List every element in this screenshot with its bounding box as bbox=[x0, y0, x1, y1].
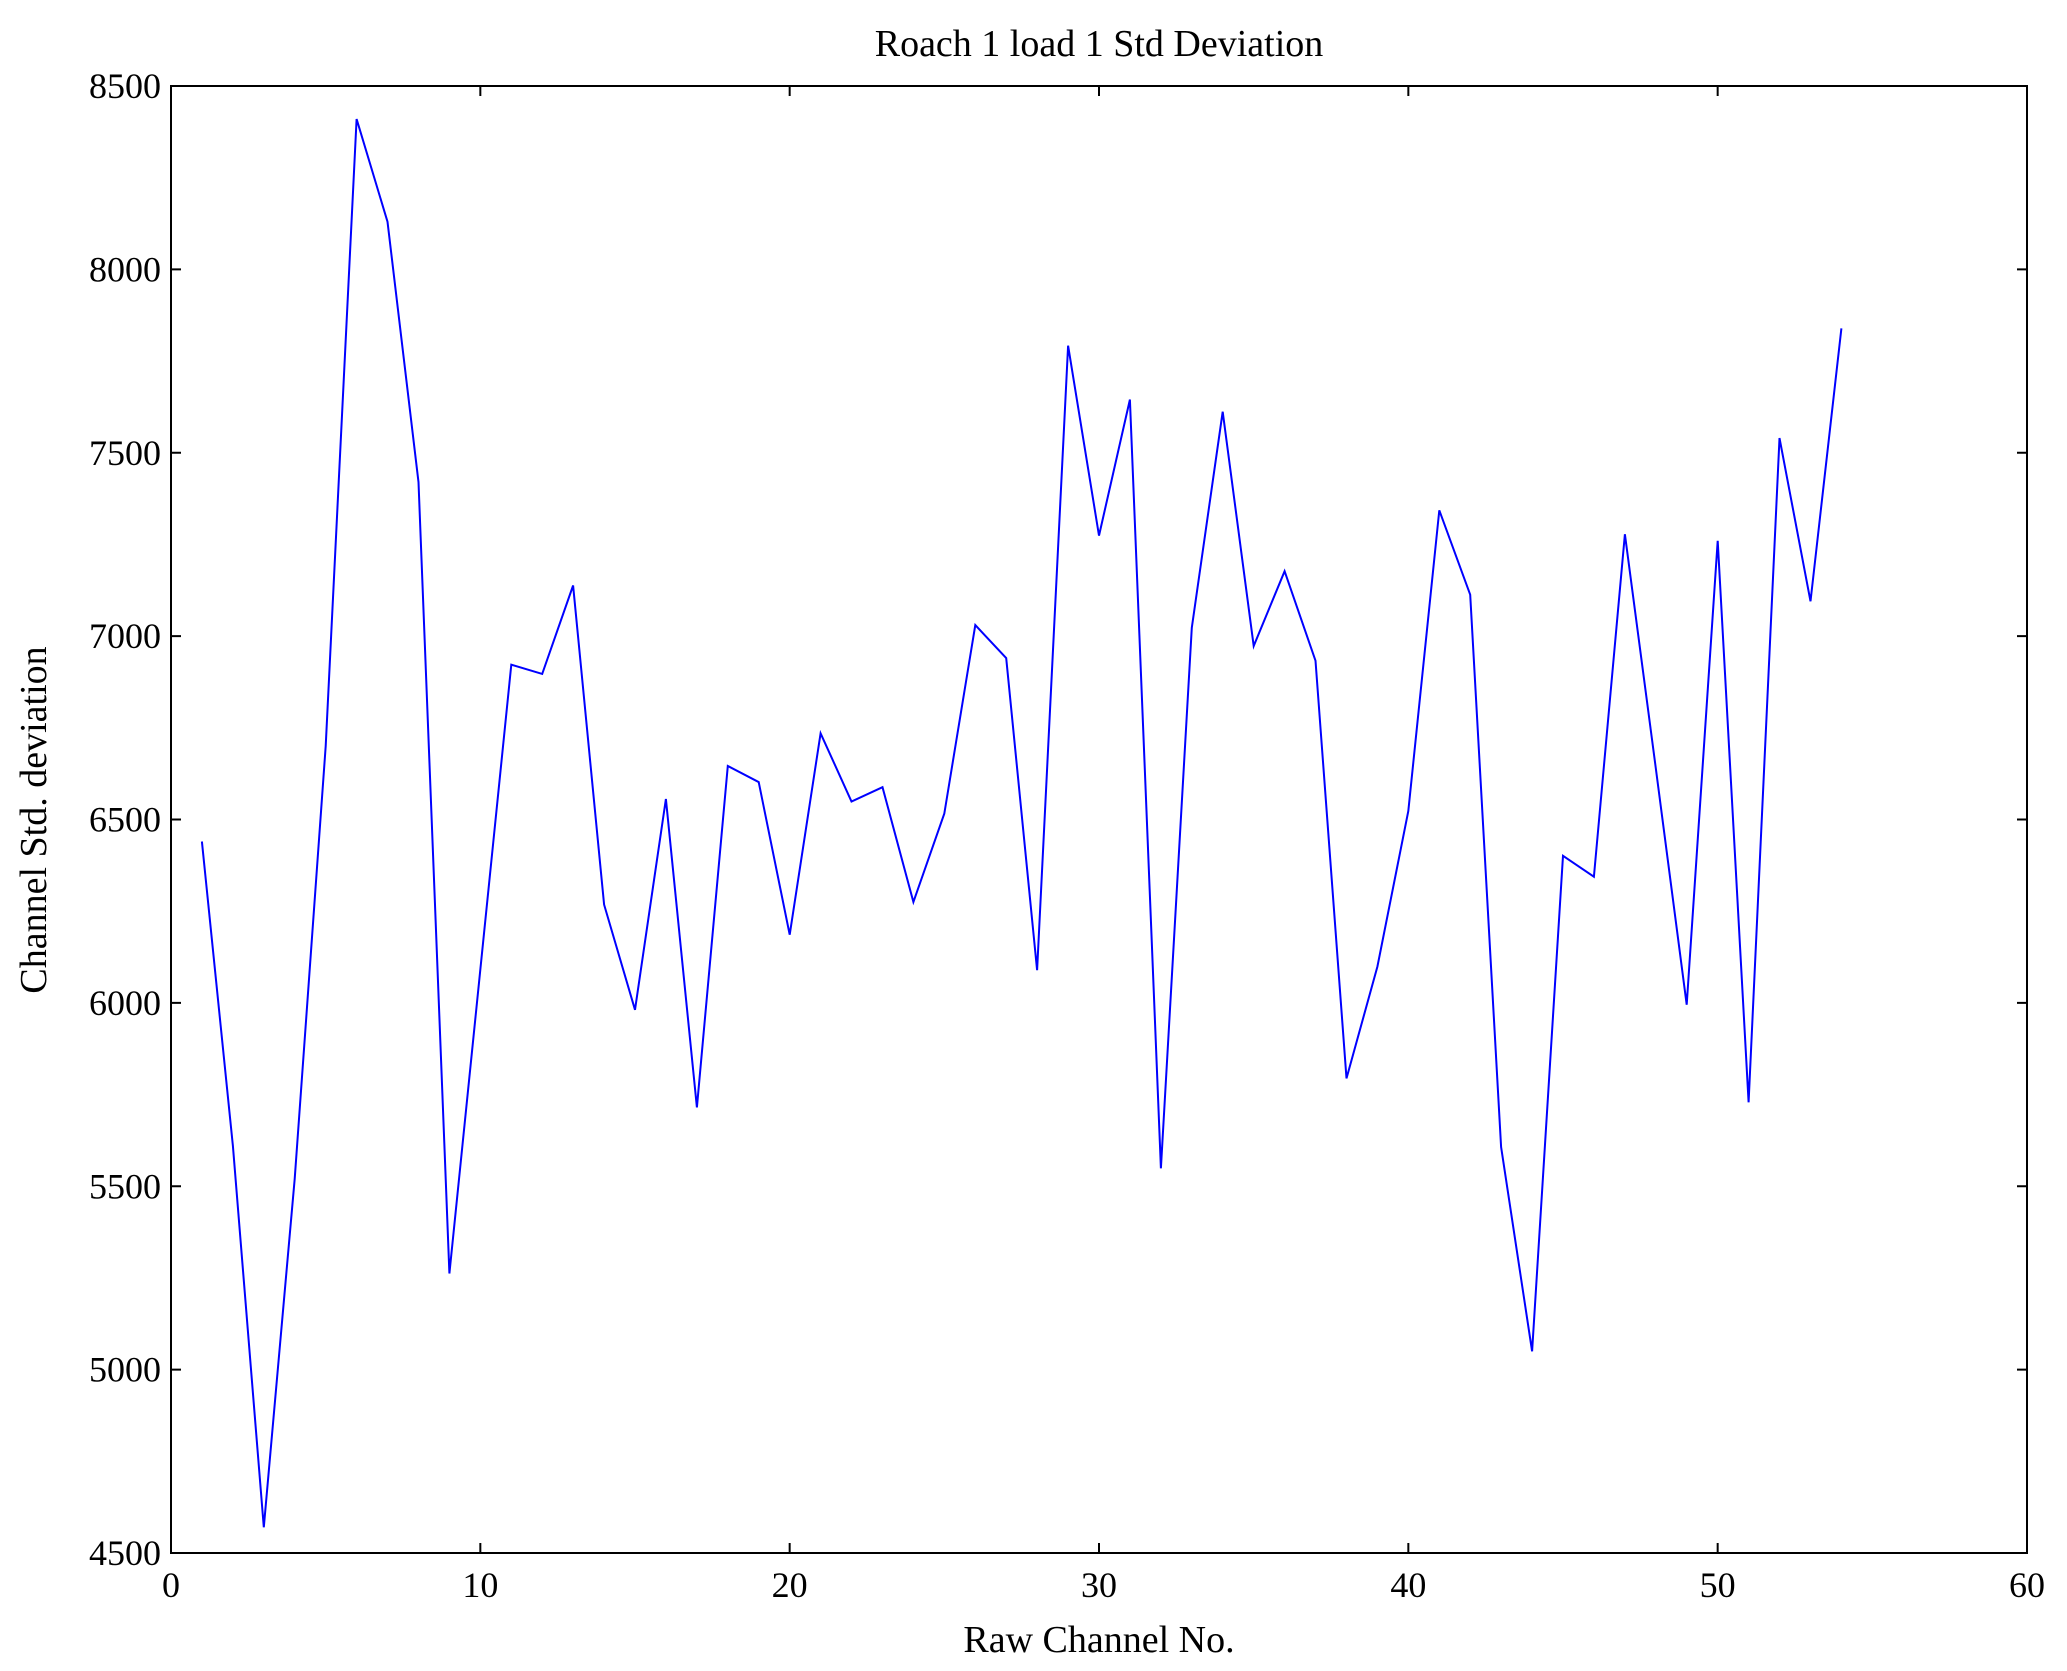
data-point bbox=[387, 221, 388, 222]
data-point bbox=[232, 1145, 233, 1146]
data-point bbox=[1748, 1102, 1749, 1103]
chart-title: Roach 1 load 1 Std Deviation bbox=[875, 23, 1324, 65]
y-tick-label: 4500 bbox=[89, 1533, 161, 1573]
data-point bbox=[1841, 328, 1842, 329]
data-point bbox=[1439, 510, 1440, 511]
x-axis-label: Raw Channel No. bbox=[963, 1619, 1234, 1661]
data-point bbox=[325, 746, 326, 747]
y-tick-label: 7500 bbox=[89, 433, 161, 473]
x-tick-label: 30 bbox=[1081, 1565, 1117, 1605]
axis-ticks: 0 10 20 30 40 50 60 4500 5000 5500 6000 6500 7000 750… bbox=[89, 66, 2045, 1605]
data-point bbox=[201, 841, 202, 842]
data-point bbox=[263, 1527, 264, 1528]
data-point bbox=[1563, 855, 1564, 856]
data-point bbox=[1099, 535, 1100, 536]
data-point bbox=[882, 787, 883, 788]
series-group bbox=[200, 118, 1843, 1528]
data-point bbox=[542, 673, 543, 674]
data-point bbox=[604, 904, 605, 905]
x-tick-label: 20 bbox=[772, 1565, 808, 1605]
data-point bbox=[789, 934, 790, 935]
data-point bbox=[665, 798, 666, 799]
data-point bbox=[573, 585, 574, 586]
x-tick-label: 10 bbox=[462, 1565, 498, 1605]
data-point bbox=[1377, 966, 1378, 967]
y-tick-label: 8000 bbox=[89, 249, 161, 289]
data-point bbox=[1068, 345, 1069, 346]
data-point bbox=[1006, 658, 1007, 659]
data-point bbox=[480, 969, 481, 970]
data-point bbox=[1191, 627, 1192, 628]
data-point bbox=[1810, 601, 1811, 602]
data-point bbox=[913, 902, 914, 903]
data-point bbox=[851, 801, 852, 802]
data-point bbox=[1501, 1147, 1502, 1148]
data-point bbox=[1346, 1078, 1347, 1079]
y-tick-label: 5500 bbox=[89, 1166, 161, 1206]
data-point bbox=[1686, 1004, 1687, 1005]
data-point bbox=[1779, 438, 1780, 439]
data-point bbox=[1253, 646, 1254, 647]
x-tick-label: 40 bbox=[1390, 1565, 1426, 1605]
data-point bbox=[635, 1009, 636, 1010]
data-point bbox=[1593, 876, 1594, 877]
data-point bbox=[1408, 811, 1409, 812]
data-point bbox=[1222, 411, 1223, 412]
data-point bbox=[944, 813, 945, 814]
data-point bbox=[449, 1273, 450, 1274]
y-axis-label: Channel Std. deviation bbox=[13, 646, 55, 993]
data-point bbox=[975, 625, 976, 626]
y-tick-label: 8500 bbox=[89, 66, 161, 106]
y-tick-label: 6500 bbox=[89, 800, 161, 840]
data-point bbox=[758, 782, 759, 783]
data-point bbox=[696, 1107, 697, 1108]
x-tick-label: 60 bbox=[2009, 1565, 2045, 1605]
series-line bbox=[200, 118, 1843, 1528]
x-tick-label: 0 bbox=[162, 1565, 180, 1605]
data-point bbox=[1315, 660, 1316, 661]
data-point bbox=[1129, 399, 1130, 400]
data-point bbox=[727, 765, 728, 766]
data-point bbox=[1532, 1351, 1533, 1352]
data-point bbox=[1470, 594, 1471, 595]
plot-frame bbox=[170, 85, 2028, 1554]
data-point bbox=[294, 1178, 295, 1179]
data-point bbox=[418, 482, 419, 483]
y-tick-label: 7000 bbox=[89, 616, 161, 656]
data-point bbox=[511, 664, 512, 665]
data-point bbox=[1160, 1168, 1161, 1169]
data-point bbox=[1284, 571, 1285, 572]
y-tick-label: 5000 bbox=[89, 1350, 161, 1390]
data-point bbox=[1717, 540, 1718, 541]
x-tick-label: 50 bbox=[1700, 1565, 1736, 1605]
y-tick-label: 6000 bbox=[89, 983, 161, 1023]
data-point bbox=[1037, 970, 1038, 971]
data-point bbox=[1655, 768, 1656, 769]
data-point bbox=[356, 119, 357, 120]
data-point bbox=[820, 733, 821, 734]
data-point bbox=[1624, 534, 1625, 535]
